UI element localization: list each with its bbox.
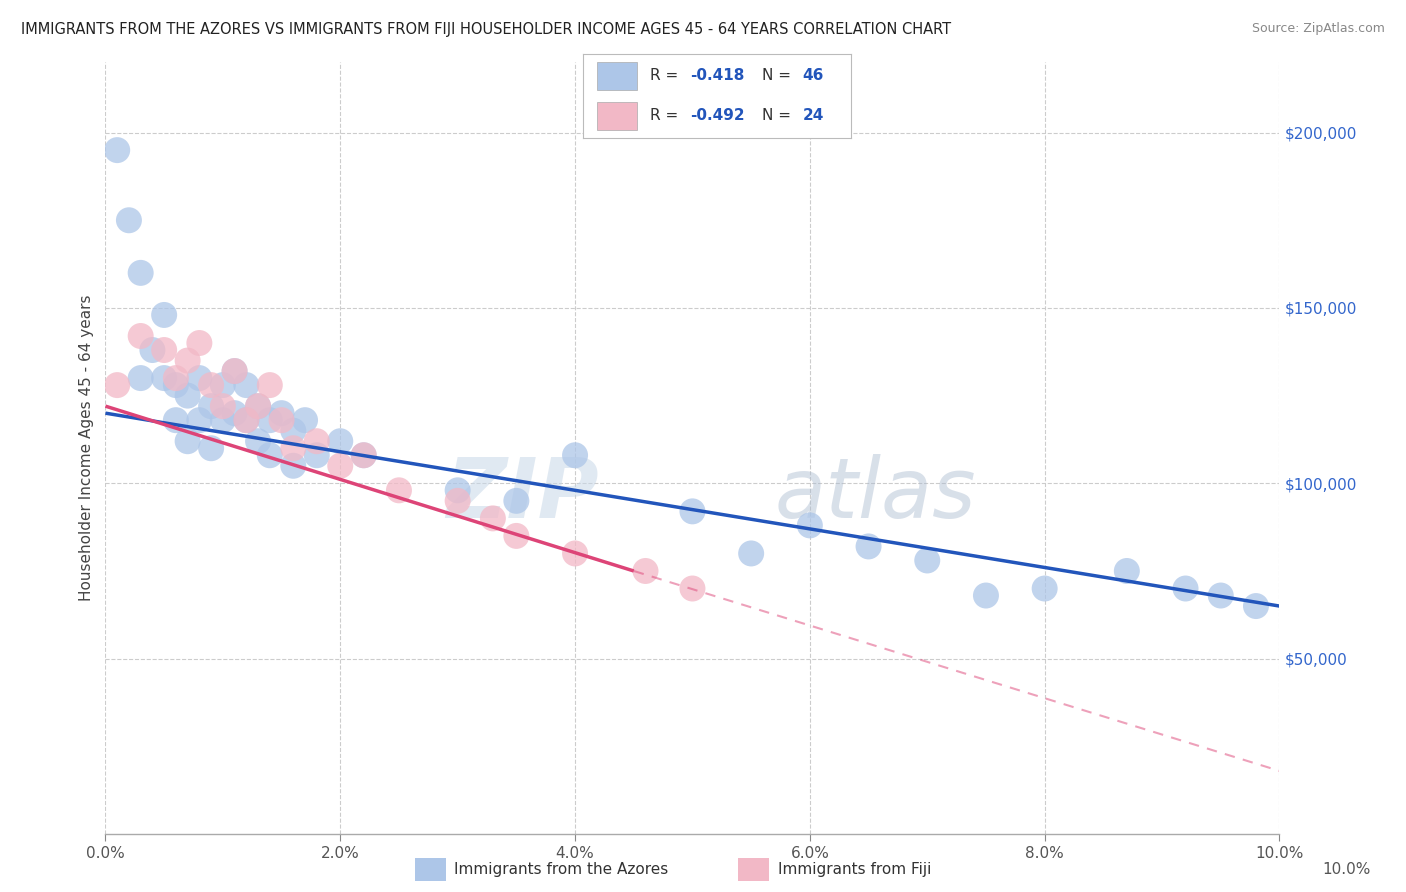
Point (200, 399, 222, 413)
Point (1244, 599, 1267, 613)
Point (188, 413, 211, 427)
Point (505, 529, 527, 543)
Point (799, 518, 821, 533)
Point (211, 413, 233, 427)
Point (294, 413, 316, 427)
Point (974, 589, 997, 603)
Point (105, 378, 128, 392)
Text: -0.418: -0.418 (690, 69, 745, 84)
Text: Immigrants from Fiji: Immigrants from Fiji (778, 863, 931, 877)
Point (176, 389, 198, 403)
Text: 10.0%: 10.0% (1323, 863, 1371, 877)
Y-axis label: Householder Income Ages 45 - 64 years: Householder Income Ages 45 - 64 years (79, 295, 94, 601)
Text: N =: N = (762, 108, 796, 123)
Point (564, 448, 586, 462)
Text: 46: 46 (803, 69, 824, 84)
Point (270, 406, 292, 420)
Text: Immigrants from the Azores: Immigrants from the Azores (454, 863, 668, 877)
Point (388, 483, 411, 498)
Text: IMMIGRANTS FROM THE AZORES VS IMMIGRANTS FROM FIJI HOUSEHOLDER INCOME AGES 45 - : IMMIGRANTS FROM THE AZORES VS IMMIGRANTS… (21, 22, 952, 37)
Point (235, 378, 257, 392)
Point (165, 371, 187, 385)
Point (235, 413, 257, 427)
Point (153, 371, 176, 385)
Point (329, 458, 352, 473)
Point (447, 483, 470, 498)
Point (353, 448, 375, 462)
Point (129, 371, 152, 385)
Point (482, 511, 505, 525)
Point (141, 343, 163, 357)
Point (188, 371, 211, 385)
Point (211, 399, 233, 413)
Point (505, 493, 527, 508)
Point (682, 582, 704, 596)
Text: R =: R = (650, 69, 683, 84)
Point (305, 448, 328, 462)
Point (858, 540, 880, 554)
Point (447, 493, 470, 508)
Point (118, 213, 141, 227)
Point (270, 413, 292, 427)
Point (153, 343, 176, 357)
Point (283, 441, 305, 455)
Point (283, 424, 305, 438)
Point (740, 546, 762, 560)
Point (165, 413, 187, 427)
Point (682, 504, 704, 518)
Point (259, 413, 281, 427)
Point (1033, 582, 1056, 596)
Point (129, 266, 152, 280)
Point (329, 434, 352, 449)
FancyBboxPatch shape (596, 62, 637, 90)
Point (200, 441, 222, 455)
Point (1115, 564, 1137, 578)
Point (634, 564, 657, 578)
Point (235, 413, 257, 427)
Point (917, 553, 939, 567)
Point (224, 364, 246, 378)
Point (153, 308, 176, 322)
Point (247, 434, 270, 449)
Point (283, 458, 305, 473)
Point (165, 378, 187, 392)
Text: Source: ZipAtlas.com: Source: ZipAtlas.com (1251, 22, 1385, 36)
Point (224, 406, 246, 420)
Text: atlas: atlas (775, 454, 976, 535)
Point (247, 399, 270, 413)
Point (224, 364, 246, 378)
Point (200, 378, 222, 392)
Point (129, 329, 152, 343)
Text: ZIP: ZIP (446, 454, 599, 535)
Point (188, 336, 211, 351)
Text: N =: N = (762, 69, 796, 84)
Text: 24: 24 (803, 108, 824, 123)
Point (259, 378, 281, 392)
Point (211, 378, 233, 392)
Text: -0.492: -0.492 (690, 108, 745, 123)
Point (247, 399, 270, 413)
Point (305, 434, 328, 449)
Point (1174, 582, 1197, 596)
Point (1209, 589, 1232, 603)
FancyBboxPatch shape (596, 102, 637, 130)
Point (105, 143, 128, 157)
Point (353, 448, 375, 462)
Point (176, 353, 198, 368)
Text: R =: R = (650, 108, 683, 123)
Point (176, 434, 198, 449)
Point (259, 448, 281, 462)
Point (564, 546, 586, 560)
